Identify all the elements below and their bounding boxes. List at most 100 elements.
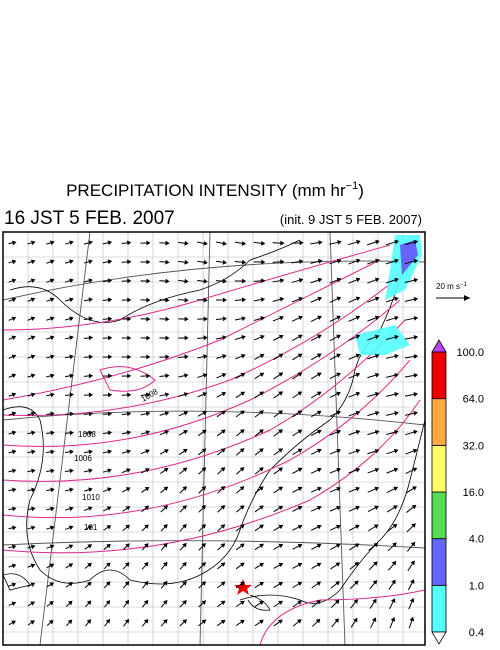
arrow-head	[143, 561, 149, 567]
arrow-head	[182, 523, 187, 529]
arrow-head	[165, 354, 170, 360]
arrow-head	[259, 562, 264, 568]
arrow-head	[413, 277, 419, 283]
arrow-head	[145, 430, 151, 435]
arrow-head	[11, 544, 17, 550]
arrow-head	[374, 334, 380, 340]
arrow-head	[31, 411, 36, 417]
arrow-head	[144, 487, 150, 492]
arrow-head	[30, 259, 36, 265]
arrow-head	[394, 239, 399, 245]
arrow-head	[88, 392, 94, 398]
arrow-head	[260, 240, 266, 246]
arrow-head	[353, 580, 359, 586]
arrow-head	[107, 392, 113, 398]
arrow-head	[30, 582, 36, 587]
arrow-head	[163, 524, 168, 529]
arrow-head	[316, 372, 322, 377]
arrow-head	[221, 373, 227, 378]
arrow-head	[144, 543, 149, 548]
arrow-head	[107, 316, 113, 322]
arrow-head	[182, 467, 188, 472]
arrow-head	[12, 240, 17, 246]
arrow-head	[297, 334, 303, 339]
arrow-head	[88, 335, 94, 341]
arrow-head	[69, 487, 74, 493]
colorbar-segment	[431, 538, 447, 586]
arrow-head	[184, 240, 189, 246]
arrow-head	[67, 619, 73, 625]
arrow-head	[412, 486, 417, 491]
arrow-head	[48, 619, 54, 625]
arrow-head	[336, 391, 341, 397]
arrow-head	[278, 353, 284, 358]
arrow-head	[259, 581, 264, 587]
arrow-head	[394, 391, 399, 397]
arrow-head	[259, 448, 264, 453]
arrow-head	[50, 430, 55, 436]
arrow-head	[394, 258, 399, 264]
arrow-head	[11, 297, 17, 303]
arrow-head	[316, 543, 322, 549]
arrow-head	[31, 449, 36, 455]
arrow-head	[375, 239, 380, 245]
init-time: (init. 9 JST 5 FEB. 2007)	[280, 212, 422, 227]
arrow-head	[413, 429, 418, 435]
arrow-head	[203, 297, 208, 303]
arrow-head	[107, 430, 113, 436]
arrow-head	[182, 505, 187, 510]
arrow-head	[162, 561, 168, 567]
arrow-head	[125, 487, 131, 492]
arrow-head	[106, 562, 111, 568]
colorbar-segment	[431, 351, 447, 400]
colorbar-label: 4.0	[469, 534, 484, 546]
arrow-head	[317, 315, 322, 321]
arrow-head	[355, 315, 361, 321]
arrow-head	[220, 524, 226, 529]
arrow-head	[335, 581, 340, 586]
arrow-head	[107, 468, 112, 474]
arrow-head	[87, 525, 93, 530]
arrow-head	[88, 373, 94, 379]
arrow-head	[50, 506, 55, 512]
arrow-head	[355, 334, 361, 340]
arrow-head	[127, 316, 132, 322]
arrow-head	[239, 429, 245, 434]
arrow-head	[146, 392, 151, 398]
arrow-head	[49, 582, 55, 587]
arrow-head	[337, 239, 342, 245]
arrow-head	[201, 600, 207, 605]
arrow-head	[297, 543, 303, 549]
colorbar-low-end	[431, 631, 447, 645]
arrow-head	[278, 334, 284, 340]
arrow-head	[239, 467, 245, 472]
arrow-head	[88, 259, 93, 265]
arrow-head	[278, 372, 284, 377]
arrow-head	[299, 259, 304, 264]
arrow-head	[11, 373, 17, 379]
arrow-head	[164, 411, 170, 416]
arrow-head	[315, 618, 321, 624]
arrow-head	[163, 505, 168, 510]
arrow-head	[355, 277, 361, 283]
arrow-head	[11, 316, 17, 322]
arrow-head	[11, 449, 17, 455]
arrow-head	[259, 429, 264, 434]
arrow-head	[165, 240, 170, 246]
arrow-head	[165, 335, 170, 341]
arrow-head	[413, 239, 419, 245]
arrow-head	[259, 372, 265, 377]
arrow-head	[126, 449, 131, 454]
arrow-head	[239, 448, 245, 453]
arrow-head	[336, 353, 341, 358]
arrow-head	[391, 579, 396, 585]
colorbar-segment	[431, 444, 447, 493]
arrow-head	[164, 430, 170, 435]
colorbar-label: 64.0	[463, 394, 484, 406]
arrow-head	[203, 278, 208, 284]
arrow-head	[202, 411, 208, 416]
arrow-head	[146, 297, 151, 303]
arrow-head	[278, 467, 284, 472]
arrow-head	[241, 297, 247, 303]
arrow-head	[392, 505, 398, 510]
